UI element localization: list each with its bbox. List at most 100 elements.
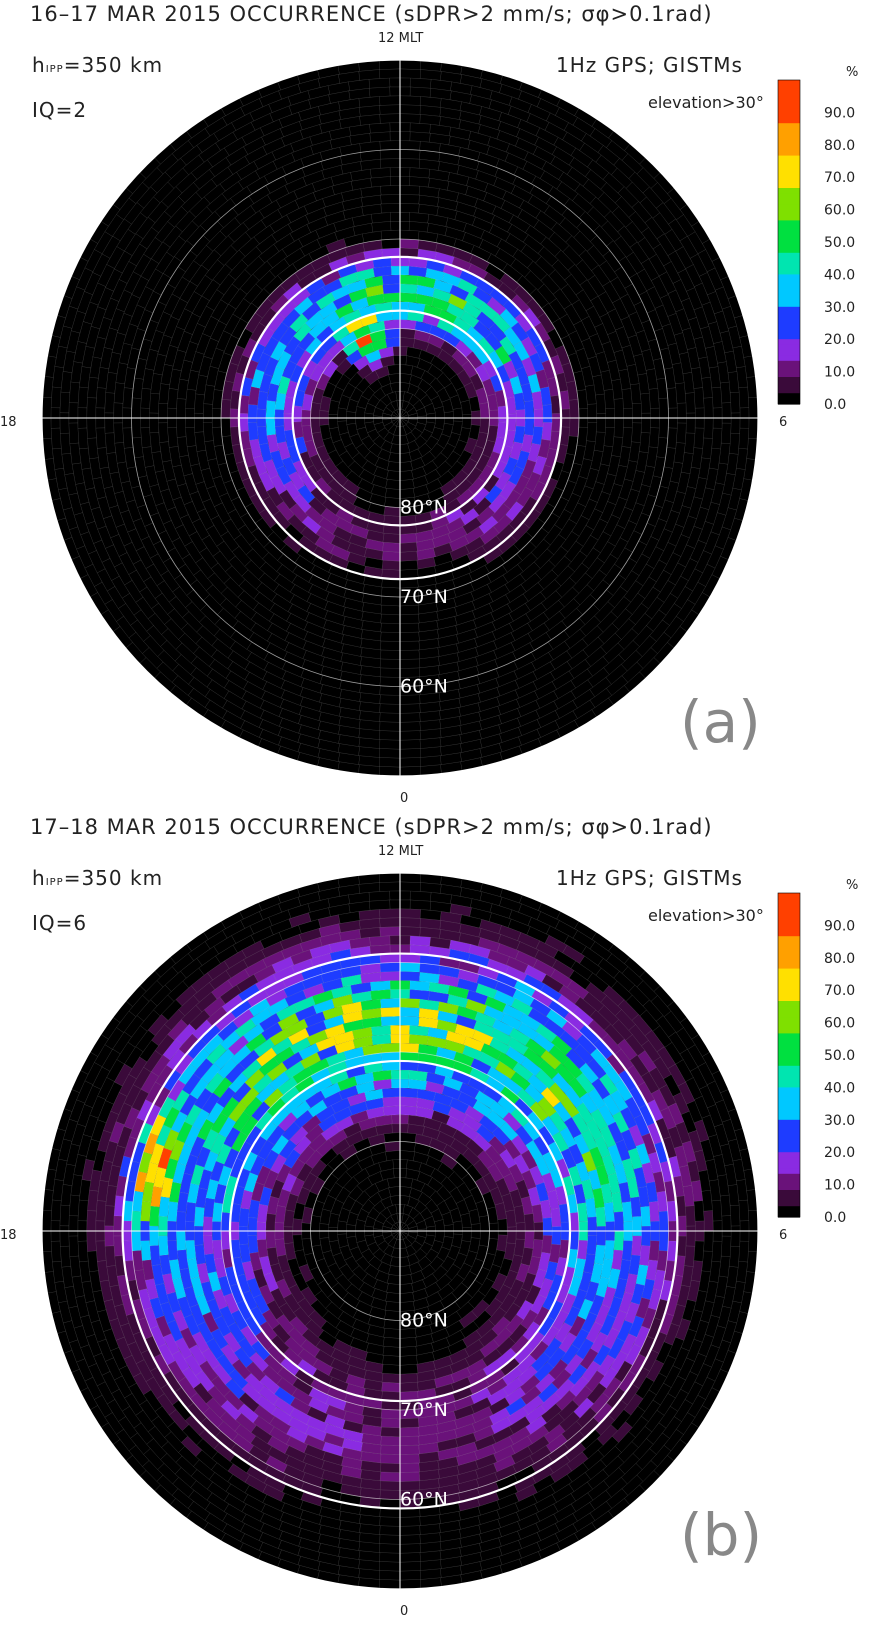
colorbar-tick-label: 20.0 [824, 332, 855, 348]
heatmap-cell [380, 1408, 401, 1420]
heatmap-cell [729, 1204, 741, 1227]
heatmap-cell [399, 1007, 420, 1018]
heatmap-cell [596, 1225, 606, 1246]
heatmap-cell [68, 402, 79, 424]
heatmap-cell [409, 980, 431, 992]
heatmap-cell [693, 387, 705, 409]
colorbar-tick-label: 50.0 [824, 235, 855, 251]
mlt-label-12: 12 MLT [378, 844, 424, 859]
colorbar-swatch [778, 80, 800, 86]
heatmap-cell [380, 631, 401, 642]
heatmap-cell [238, 1207, 250, 1227]
ipp-height-label: hIPP=350 km [32, 53, 163, 77]
heatmap-cell [384, 1301, 401, 1312]
panel-title: 17–18 MAR 2015 OCCURRENCE (sDPR>2 mm/s; … [30, 815, 713, 839]
height-subscript: IPP [45, 877, 64, 888]
colorbar-swatch [778, 279, 800, 286]
heatmap-cell [310, 1215, 321, 1232]
heatmap-cell [541, 422, 553, 441]
colorbar-swatch [778, 366, 800, 373]
heatmap-cell [371, 1034, 392, 1046]
colorbar-swatch [778, 107, 800, 113]
colorbar-swatch [778, 171, 800, 178]
heatmap-cell [59, 1204, 71, 1227]
heatmap-cell [379, 1552, 401, 1563]
heatmap-cell [158, 1216, 168, 1237]
heatmap-cell [409, 989, 430, 1001]
heatmap-cell [104, 392, 115, 414]
panel-title: 16–17 MAR 2015 OCCURRENCE (sDPR>2 mm/s; … [30, 2, 713, 26]
heatmap-cell [641, 412, 651, 434]
colorbar-swatch [778, 150, 800, 157]
heatmap-cell [149, 412, 159, 434]
heatmap-cell [283, 1226, 294, 1244]
heatmap-cell [648, 1240, 660, 1261]
colorbar-swatch [778, 117, 800, 124]
heatmap-cell [370, 989, 391, 1001]
heatmap-cell [382, 1355, 401, 1366]
heatmap-cell [399, 479, 415, 490]
heatmap-cell [479, 1230, 490, 1247]
heatmap-cell [505, 1209, 517, 1228]
heatmap-cell [711, 1199, 723, 1222]
heatmap-cell [409, 935, 431, 947]
heatmap-cell [104, 432, 116, 454]
heatmap-cell [131, 1230, 142, 1252]
heatmap-cell [409, 167, 431, 179]
heatmap-cell [408, 221, 429, 233]
colorbar-tick-label: 30.0 [824, 300, 855, 316]
heatmap-cell [381, 238, 401, 250]
heatmap-cell [631, 422, 642, 443]
heatmap-cell [384, 1150, 401, 1161]
heatmap-cell [380, 622, 401, 634]
heatmap-cell [399, 1355, 418, 1366]
heatmap-cell [386, 1283, 401, 1294]
lat-label: 60°N [400, 676, 448, 698]
mlt-label-18: 18 [0, 1228, 17, 1243]
heatmap-cell [158, 1235, 169, 1256]
heatmap-cell [399, 739, 421, 750]
colorbar-swatch [778, 155, 800, 162]
colorbar-swatch [778, 139, 800, 146]
heatmap-cell [693, 1240, 705, 1262]
heatmap-cell [399, 998, 420, 1009]
heatmap-cell [131, 1210, 142, 1232]
heatmap-cell [380, 604, 401, 616]
heatmap-cell [202, 1216, 213, 1236]
heatmap-cell [738, 1199, 750, 1222]
heatmap-cell [381, 274, 401, 286]
heatmap-cell [379, 917, 401, 928]
heatmap-cell [176, 1230, 187, 1251]
heatmap-cell [384, 337, 401, 348]
colorbar-swatch [778, 161, 800, 167]
heatmap-cell [167, 1240, 179, 1261]
heatmap-cell [77, 1240, 89, 1263]
heatmap-cell [380, 1426, 401, 1438]
heatmap-cell [685, 392, 696, 414]
heatmap-cell [434, 417, 445, 430]
heatmap-cell [693, 427, 705, 449]
heatmap-cell [613, 1230, 624, 1251]
heatmap-cell [379, 685, 401, 696]
heatmap-cell [497, 1218, 508, 1236]
heatmap-cell [379, 703, 401, 714]
heatmap-cell [711, 427, 723, 450]
heatmap-cell [658, 417, 669, 439]
colorbar-swatch [778, 333, 800, 340]
heatmap-cell [399, 364, 414, 375]
heatmap-cell [399, 373, 412, 384]
heatmap-cell [86, 417, 97, 439]
heatmap-cell [337, 407, 348, 422]
colorbar-swatch [778, 209, 800, 216]
lat-label: 70°N [400, 586, 448, 608]
heatmap-cell [77, 427, 89, 450]
heatmap-cell [247, 1235, 259, 1254]
heatmap-cell [399, 640, 420, 651]
heatmap-cell [399, 1141, 416, 1152]
heatmap-cell [434, 1230, 445, 1243]
colorbar-swatch [778, 112, 800, 119]
heatmap-cell [193, 1206, 205, 1227]
heatmap-cell [379, 1525, 401, 1536]
heatmap-cell [542, 1217, 553, 1236]
heatmap-cell [238, 413, 249, 433]
